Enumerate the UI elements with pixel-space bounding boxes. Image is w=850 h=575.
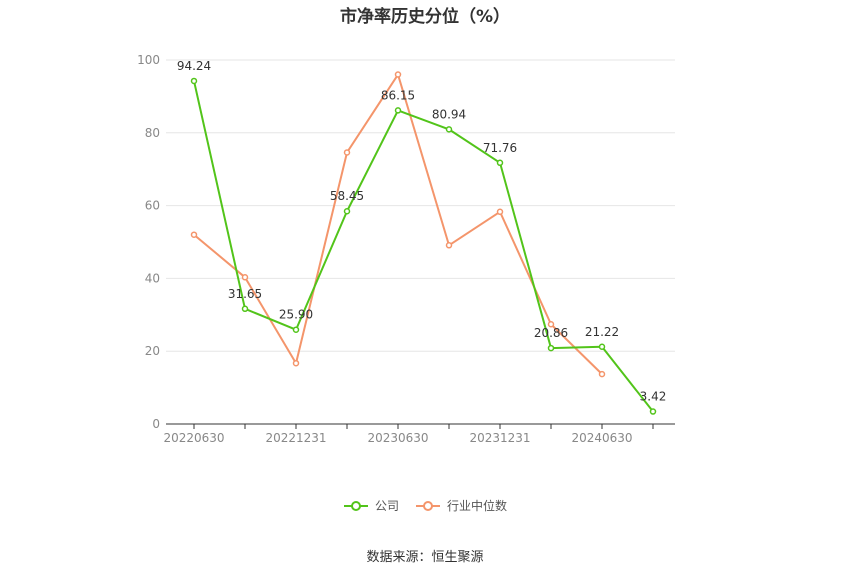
data-point — [394, 107, 402, 114]
data-label: 21.22 — [585, 325, 619, 339]
data-label: 86.15 — [381, 88, 415, 102]
data-point — [394, 71, 402, 78]
data-label: 20.86 — [534, 326, 568, 340]
data-point — [190, 77, 198, 85]
data-point — [649, 408, 657, 415]
data-point — [496, 159, 504, 167]
x-tick-label: 20230630 — [367, 431, 428, 445]
gridlines — [166, 59, 675, 352]
series-layer — [190, 71, 657, 415]
data-point — [241, 274, 249, 281]
legend-item[interactable]: 行业中位数 — [415, 497, 507, 514]
data-point — [547, 321, 555, 328]
data-label: 25.90 — [279, 308, 313, 322]
data-point — [547, 344, 555, 352]
x-tick-label: 20220630 — [163, 431, 224, 445]
data-label: 58.45 — [330, 189, 364, 203]
data-point — [190, 231, 198, 238]
y-tick-label: 60 — [145, 199, 160, 213]
data-label: 31.65 — [228, 287, 262, 301]
x-tick-label: 20240630 — [571, 431, 632, 445]
x-tick-label: 20221231 — [265, 431, 326, 445]
legend-marker-icon — [416, 500, 440, 511]
data-point — [598, 370, 606, 378]
data-label: 80.94 — [432, 107, 466, 121]
y-tick-label: 100 — [137, 53, 160, 67]
data-point — [343, 207, 351, 215]
data-point — [292, 359, 300, 367]
y-tick-label: 0 — [152, 417, 160, 431]
y-tick-label: 40 — [145, 271, 160, 285]
legend-marker-icon — [343, 500, 368, 511]
data-point — [292, 326, 300, 333]
legend: 公司 行业中位数 — [0, 497, 850, 514]
data-label: 71.76 — [483, 141, 517, 155]
y-tick-label: 80 — [145, 126, 160, 140]
data-point — [598, 343, 606, 351]
chart-title: 市净率历史分位（%） — [339, 7, 511, 27]
data-point — [496, 208, 504, 216]
x-tick-label: 20231231 — [469, 431, 530, 445]
source-note: 数据来源：恒生聚源 — [366, 550, 484, 565]
legend-label: 公司 — [374, 499, 399, 513]
legend-item[interactable]: 公司 — [343, 497, 399, 514]
data-point — [445, 126, 453, 133]
axes: 0 20 40 60 80 100 20220630 20221231 20230630 2023… — [137, 53, 675, 445]
data-label: 94.24 — [177, 59, 211, 73]
y-tick-label: 20 — [145, 344, 160, 358]
data-point — [241, 305, 249, 313]
data-labels: 94.24 31.65 25.90 58.45 86.15 80.94 71.76 20.86… — [177, 59, 667, 404]
series-line — [193, 80, 654, 413]
data-point — [445, 242, 453, 249]
data-label: 3.42 — [640, 390, 667, 404]
data-point — [343, 149, 351, 156]
legend-label: 行业中位数 — [447, 499, 508, 513]
